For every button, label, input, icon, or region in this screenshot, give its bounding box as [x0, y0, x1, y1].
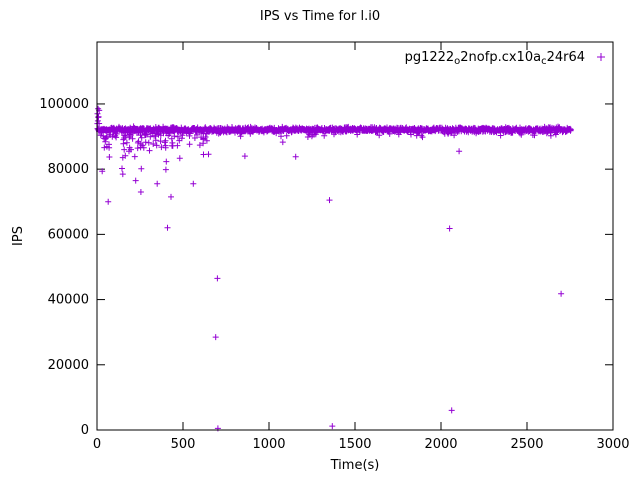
series-points-path — [94, 105, 574, 432]
y-tick-label: 40000 — [48, 293, 89, 308]
y-tick-label: 20000 — [48, 358, 89, 373]
x-tick-label: 2000 — [424, 437, 457, 452]
legend-label: pg1222o2nofp.cx10ac24r64 — [405, 50, 585, 67]
x-axis-label: Time(s) — [330, 458, 380, 473]
axis-tick-labels: 0 500 1000 1500 2000 2500 3000 0 20000 40000 60000… — [39, 97, 629, 452]
x-tick-label: 1000 — [252, 437, 285, 452]
chart-title: IPS vs Time for l.i0 — [260, 9, 380, 24]
x-tick-label: 3000 — [596, 437, 629, 452]
y-tick-label: 80000 — [48, 162, 89, 177]
y-tick-label: 100000 — [39, 97, 89, 112]
series-points — [94, 105, 574, 432]
axis-ticks — [96, 42, 614, 431]
y-tick-label: 0 — [81, 423, 89, 438]
legend: pg1222o2nofp.cx10ac24r64 — [405, 50, 605, 67]
x-tick-label: 0 — [93, 437, 101, 452]
x-tick-label: 500 — [171, 437, 196, 452]
x-tick-label: 1500 — [338, 437, 371, 452]
x-tick-label: 2500 — [510, 437, 543, 452]
plot-border — [96, 41, 614, 431]
y-tick-label: 60000 — [48, 227, 89, 242]
legend-marker-icon — [597, 53, 605, 61]
y-axis-label: IPS — [11, 226, 26, 246]
